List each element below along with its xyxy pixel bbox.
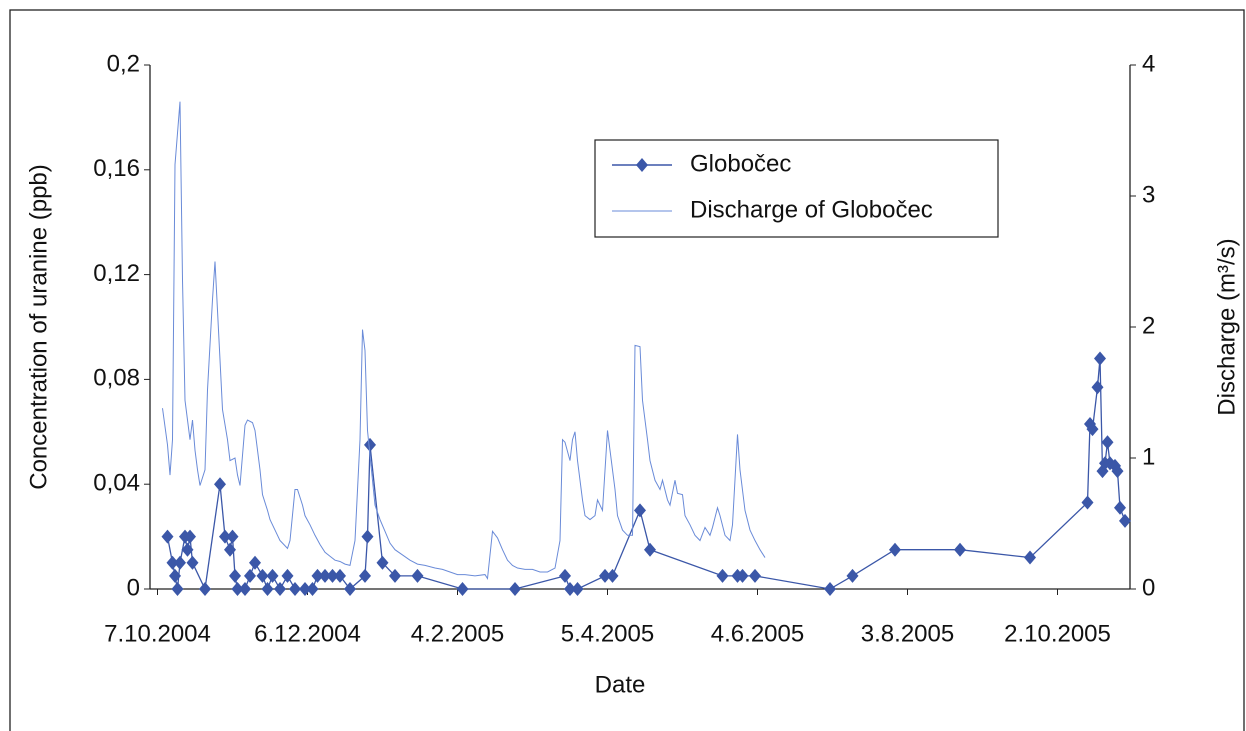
data-point <box>226 529 239 544</box>
data-point <box>1094 351 1106 366</box>
data-point <box>261 582 274 596</box>
data-point <box>824 582 836 596</box>
data-point <box>334 568 346 583</box>
data-point <box>181 542 194 557</box>
frame <box>9 9 1245 731</box>
data-point <box>1114 500 1126 515</box>
y-tick-label: 0,04 <box>93 470 140 497</box>
y2-tick-label: 0 <box>1142 574 1155 601</box>
data-point <box>1119 513 1131 528</box>
data-point <box>559 568 571 583</box>
data-point <box>411 568 424 583</box>
x-tick-label: 4.2.2005 <box>411 620 504 647</box>
y-tick-label: 0,2 <box>107 50 140 77</box>
data-point <box>644 542 656 557</box>
data-point <box>171 582 184 596</box>
data-point <box>249 555 261 570</box>
x-tick-label: 3.8.2005 <box>861 620 954 647</box>
y2-tick-label: 2 <box>1142 312 1155 339</box>
data-point <box>1081 495 1094 510</box>
series-line <box>162 101 766 580</box>
data-point <box>1091 380 1104 395</box>
data-point <box>229 568 241 583</box>
data-point <box>224 542 236 557</box>
y-tick-label: 0,08 <box>93 365 140 392</box>
data-point <box>376 555 389 570</box>
data-point <box>166 555 179 570</box>
data-point <box>299 582 311 596</box>
data-point <box>256 568 269 583</box>
data-point <box>509 582 521 596</box>
data-point <box>319 568 331 583</box>
legend-label: Globočec <box>690 150 791 177</box>
data-point <box>749 568 761 583</box>
data-point <box>231 582 244 596</box>
data-point <box>174 555 186 570</box>
legend-label: Discharge of Globočec <box>690 196 933 223</box>
data-point <box>266 568 279 583</box>
data-point <box>281 568 294 583</box>
data-point <box>326 568 339 583</box>
data-point <box>954 542 966 557</box>
data-point <box>1024 550 1036 565</box>
y2-axis-title: Discharge (m³/s) <box>1213 238 1240 415</box>
y2-tick-label: 3 <box>1142 181 1155 208</box>
x-tick-label: 4.6.2005 <box>711 620 804 647</box>
data-point <box>1086 422 1099 437</box>
data-point <box>344 582 356 596</box>
data-point <box>244 568 256 583</box>
data-point <box>186 555 199 570</box>
data-point <box>599 568 611 583</box>
x-tick-label: 2.10.2005 <box>1004 620 1111 647</box>
data-point <box>161 529 174 544</box>
data-point <box>359 568 371 583</box>
data-point <box>716 568 729 583</box>
data-point <box>889 542 901 557</box>
data-point <box>1101 435 1114 450</box>
data-point <box>219 529 231 544</box>
data-point <box>1111 464 1124 479</box>
data-point <box>571 582 584 596</box>
data-point <box>846 568 859 583</box>
x-axis-title: Date <box>595 671 646 698</box>
legend <box>594 139 999 238</box>
data-point <box>289 582 301 596</box>
data-point <box>239 582 251 596</box>
data-point <box>274 582 286 596</box>
series-line <box>166 358 1126 592</box>
data-point <box>389 568 401 583</box>
y2-tick-label: 1 <box>1142 443 1155 470</box>
data-point <box>736 568 749 583</box>
y-tick-label: 0,16 <box>93 155 140 182</box>
data-point <box>606 568 619 583</box>
data-point <box>361 529 374 544</box>
data-point <box>634 503 646 518</box>
x-tick-label: 7.10.2004 <box>104 620 211 647</box>
x-tick-label: 6.12.2004 <box>254 620 361 647</box>
data-point <box>364 437 376 452</box>
data-point <box>169 568 181 583</box>
data-point <box>214 477 226 492</box>
data-point <box>199 582 211 596</box>
data-point <box>564 582 576 596</box>
y2-tick-label: 4 <box>1142 50 1155 77</box>
data-point <box>184 529 196 544</box>
y-tick-label: 0,12 <box>93 260 140 287</box>
data-point <box>311 568 324 583</box>
y-axis-title: Concentration of uranine (ppb) <box>25 164 52 490</box>
x-tick-label: 5.4.2005 <box>561 620 654 647</box>
y-tick-label: 0 <box>127 574 140 601</box>
data-point <box>306 582 319 596</box>
legend-marker <box>636 158 648 172</box>
data-point <box>456 582 469 596</box>
